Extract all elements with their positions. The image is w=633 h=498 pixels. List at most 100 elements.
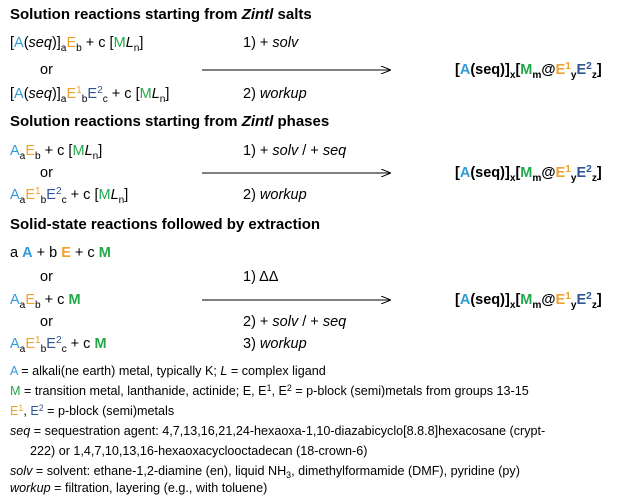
text-segment: M [139, 86, 152, 102]
text-segment: [ [515, 62, 521, 78]
text-segment: solv [272, 35, 299, 51]
text-segment: M [72, 143, 85, 159]
reaction-step: 3) workup [243, 333, 307, 355]
text-segment: = transition metal, lanthanide, actinide… [20, 384, 267, 398]
text-segment: or [40, 314, 53, 330]
text-segment: @ [541, 292, 556, 308]
text-segment: @ [541, 165, 556, 181]
text-segment: 1 [76, 85, 82, 97]
text-segment: E [46, 187, 56, 203]
reactant: AaE1bE2c + c M [10, 333, 107, 355]
text-segment: M [98, 245, 111, 261]
text-segment: ] [596, 62, 602, 78]
reactant: or [40, 266, 53, 288]
text-segment: Solid-state reactions followed by extrac… [10, 216, 321, 233]
text-segment: seq [322, 314, 347, 330]
footnote: E1, E2 = p-block (semi)metals [10, 401, 174, 421]
text-segment: = complex ligand [227, 364, 326, 378]
text-segment: ] [596, 292, 602, 308]
text-segment: phases [273, 113, 330, 130]
text-segment: E [61, 245, 71, 261]
text-segment: 1 [565, 164, 571, 176]
text-segment: L [220, 364, 228, 378]
text-segment: A [459, 292, 471, 308]
text-segment: b [76, 42, 82, 54]
text-segment: a [19, 150, 26, 162]
text-segment: solv [10, 464, 33, 478]
reactant: or [40, 162, 53, 184]
reaction-step: 1) ΔΔ [243, 266, 279, 288]
text-segment: y [570, 172, 577, 184]
text-segment: 2) [243, 187, 260, 203]
text-segment: M [10, 384, 21, 398]
text-segment: [ [515, 165, 521, 181]
reaction-step: 1) + solv [243, 32, 298, 54]
text-segment: c [102, 93, 108, 105]
text-segment: E [576, 292, 587, 308]
text-segment: x [509, 69, 516, 81]
reactant: or [40, 59, 53, 81]
text-segment: seq [28, 35, 52, 51]
text-segment: E [25, 143, 35, 159]
text-segment: a [19, 194, 26, 206]
text-segment: E [555, 62, 566, 78]
text-segment: = alkali(ne earth) metal, typically K; [17, 364, 221, 378]
text-segment: [ [455, 165, 460, 181]
text-segment: solv [272, 314, 299, 330]
text-segment: 1 [565, 61, 571, 73]
text-segment: 1) + [243, 143, 273, 159]
text-segment: ] [165, 86, 170, 102]
text-segment: ( [23, 86, 29, 102]
reactant: or [40, 311, 53, 333]
text-segment: L [110, 187, 119, 203]
text-segment: a [10, 245, 23, 261]
text-segment: A [22, 245, 33, 261]
footnote: seq = sequestration agent: 4,7,13,16,21,… [10, 421, 545, 441]
text-segment: 222) or 1,4,7,10,13,16-hexaoxacyclooctad… [30, 444, 368, 458]
text-segment: ] [98, 143, 103, 159]
reaction-step: 2) workup [243, 83, 307, 105]
text-segment: ( [23, 35, 29, 51]
text-segment: 2 [586, 291, 592, 303]
text-segment: z [591, 299, 597, 311]
text-segment: 1 [565, 291, 571, 303]
text-segment: + c [70, 245, 99, 261]
text-segment: = p-block (semi)metals [43, 404, 175, 418]
text-segment: A [14, 35, 24, 51]
text-segment: (seq)] [470, 292, 510, 308]
text-segment: z [591, 69, 597, 81]
text-segment: a [19, 299, 26, 311]
text-segment: c [61, 343, 67, 355]
text-segment: = sequestration agent: 4,7,13,16,21,24-h… [30, 424, 546, 438]
text-segment: a [60, 93, 67, 105]
reactant: [A(seq)]aE1bE2c + c [MLn] [10, 83, 169, 105]
text-segment: M [68, 292, 81, 308]
text-segment: )] [51, 86, 61, 102]
text-segment: E [87, 86, 98, 102]
text-segment: b [34, 150, 41, 162]
text-segment: + c [66, 336, 95, 352]
reactant: a A + b E + c M [10, 242, 111, 264]
text-segment: )] [51, 35, 61, 51]
text-segment: a [19, 343, 26, 355]
text-segment: z [591, 172, 597, 184]
text-segment: 2 [586, 164, 592, 176]
reaction-step: 2) workup [243, 184, 307, 206]
text-segment: (seq)] [470, 165, 510, 181]
text-segment: 1 [18, 403, 24, 414]
text-segment: E [66, 86, 77, 102]
text-segment: [ [10, 86, 15, 102]
footnote: solv = solvent: ethane-1,2-diamine (en),… [10, 461, 520, 481]
text-segment: + c [ [107, 86, 140, 102]
text-segment: E [66, 35, 77, 51]
footnote: workup = filtration, layering (e.g., wit… [10, 478, 267, 498]
text-segment: 2 [286, 383, 292, 394]
text-segment: E [555, 165, 566, 181]
text-segment: E [555, 292, 566, 308]
text-segment: L [84, 143, 93, 159]
text-segment: = solvent: ethane-1,2-diamine (en), liqu… [32, 464, 287, 478]
text-segment: A [14, 86, 24, 102]
text-segment: x [509, 172, 516, 184]
text-segment: salts [273, 6, 312, 23]
